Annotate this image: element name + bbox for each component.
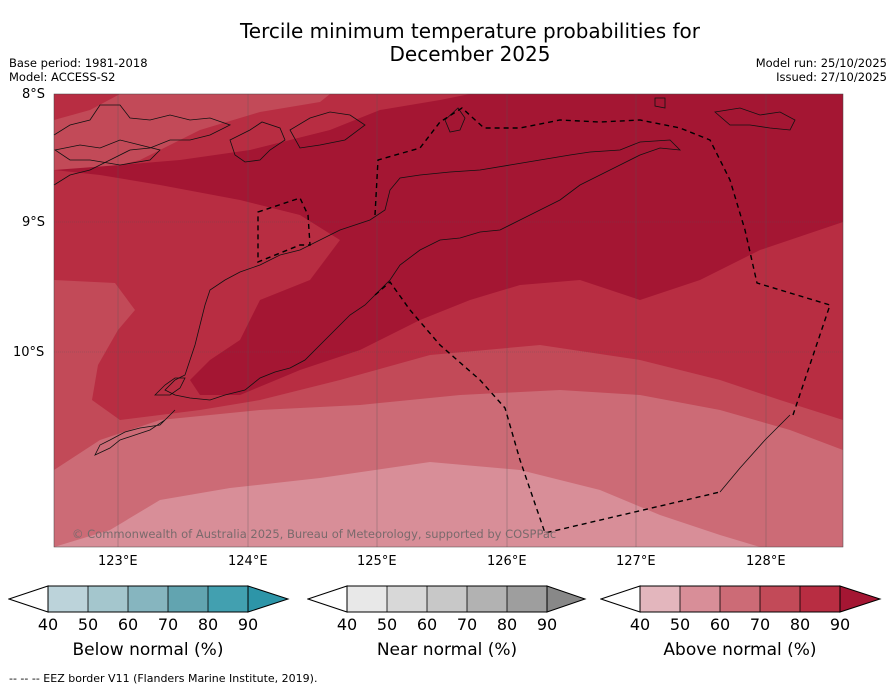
colorbar-near-swatch [427, 586, 467, 612]
cb-above-tick-80: 80 [789, 615, 811, 634]
lon-label-128e: 128°E [746, 554, 786, 569]
cb-near-tick-60: 60 [416, 615, 438, 634]
lat-label-9s: 9°S [22, 215, 46, 230]
colorbar-near-swatch [467, 586, 507, 612]
lon-label-126e: 126°E [487, 554, 527, 569]
colorbar-below-title: Below normal (%) [72, 640, 224, 660]
lon-label-125e: 125°E [357, 554, 397, 569]
lat-label-8s: 8°S [22, 87, 46, 102]
band-90-plus [54, 94, 843, 395]
meta-left: Base period: 1981-2018 Model: ACCESS-S2 [9, 56, 148, 84]
eez-border [257, 107, 831, 534]
cb-below-tick-90: 90 [237, 615, 259, 634]
colorbar-near-swatch [387, 586, 427, 612]
colorbar-near-swatch [507, 586, 547, 612]
footnote: -- -- -- EEZ border V11 (Flanders Marine… [9, 672, 318, 685]
colorbar-near-title: Near normal (%) [376, 640, 518, 660]
colorbar-below [8, 585, 290, 613]
colorbar-below-swatch [48, 586, 88, 612]
cb-below-tick-80: 80 [197, 615, 219, 634]
cb-near-tick-90: 90 [536, 615, 558, 634]
cb-near-tick-80: 80 [496, 615, 518, 634]
colorbar-above-swatch [680, 586, 720, 612]
coastlines [53, 97, 796, 493]
colorbar-below-swatch [88, 586, 128, 612]
copyright-notice: © Commonwealth of Australia 2025, Bureau… [72, 527, 557, 541]
cb-near-tick-70: 70 [456, 615, 478, 634]
title-line-1: Tercile minimum temperature probabilitie… [239, 19, 701, 43]
lon-label-123e: 123°E [98, 554, 138, 569]
cb-below-tick-50: 50 [77, 615, 99, 634]
cb-above-tick-70: 70 [749, 615, 771, 634]
cb-below-tick-60: 60 [117, 615, 139, 634]
map-frame [53, 93, 844, 548]
colorbar-above-swatch [760, 586, 800, 612]
cb-above-tick-90: 90 [829, 615, 851, 634]
issued-date: Issued: 27/10/2025 [776, 70, 887, 84]
colorbar-below-swatch [168, 586, 208, 612]
chart-title: Tercile minimum temperature probabilitie… [0, 20, 896, 66]
cb-above-tick-50: 50 [669, 615, 691, 634]
cb-below-tick-70: 70 [157, 615, 179, 634]
colorbar-near-swatch [347, 586, 387, 612]
band-80-90-corner [54, 94, 120, 120]
colorbar-below-extend-high [247, 585, 290, 613]
model-run: Model run: 25/10/2025 [755, 56, 887, 70]
colorbar-above [600, 585, 882, 613]
band-70-80-north [54, 94, 330, 170]
cb-above-tick-40: 40 [629, 615, 651, 634]
colorbar-near-extend-low [307, 585, 348, 613]
base-period: Base period: 1981-2018 [9, 56, 148, 70]
colorbar-above-title: Above normal (%) [663, 640, 817, 660]
colorbar-above-swatch [800, 586, 840, 612]
cb-below-tick-40: 40 [37, 615, 59, 634]
lon-label-127e: 127°E [616, 554, 656, 569]
lon-label-124e: 124°E [228, 554, 268, 569]
colorbar-above-swatch [640, 586, 680, 612]
meta-right: Model run: 25/10/2025 Issued: 27/10/2025 [756, 56, 887, 84]
colorbar-below-swatch [128, 586, 168, 612]
colorbar-near [307, 585, 587, 613]
colorbar-above-extend-low [600, 585, 641, 613]
cb-near-tick-40: 40 [336, 615, 358, 634]
colorbar-below-swatch [208, 586, 248, 612]
cb-near-tick-50: 50 [376, 615, 398, 634]
model-name: Model: ACCESS-S2 [9, 70, 116, 84]
band-50-60 [54, 462, 760, 547]
colorbar-above-swatch [720, 586, 760, 612]
colorbar-near-extend-high [546, 585, 587, 613]
colorbar-below-extend-low [8, 585, 49, 613]
colorbar-above-extend-high [839, 585, 882, 613]
probability-field [54, 94, 843, 547]
title-line-2: December 2025 [389, 42, 551, 66]
lat-label-10s: 10°S [13, 345, 45, 360]
cb-above-tick-60: 60 [709, 615, 731, 634]
